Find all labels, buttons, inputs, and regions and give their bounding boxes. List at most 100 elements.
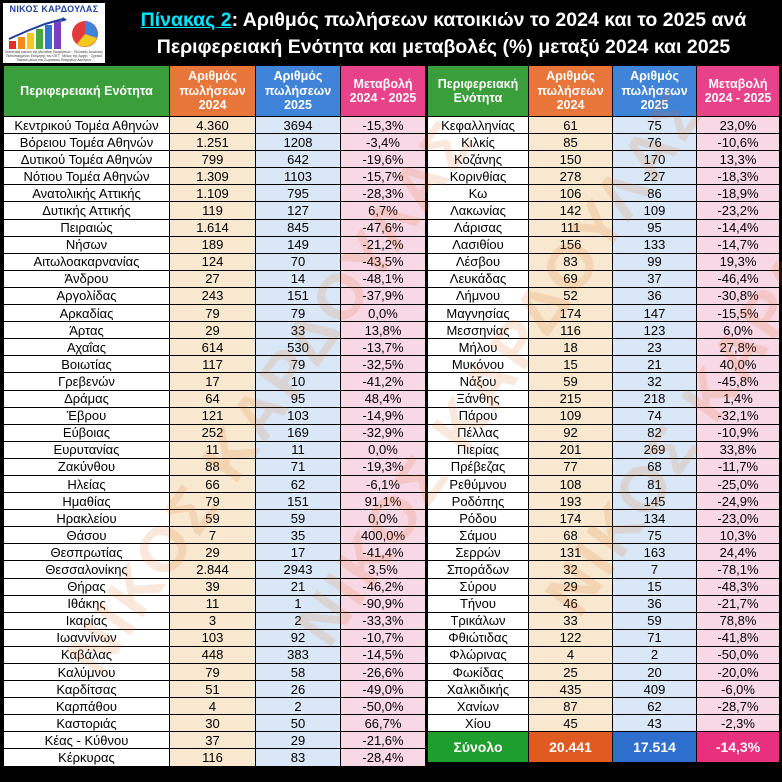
region-name: Λάρισας bbox=[427, 218, 529, 237]
sales-2025: 1103 bbox=[255, 167, 341, 186]
table-row: Δράμας 64 95 48,4% bbox=[3, 389, 426, 408]
change-percent: -6,1% bbox=[340, 474, 426, 494]
left-table-body: Κεντρικού Τομέα Αθηνών 4.360 3694 -15,3% Βόρ… bbox=[3, 115, 426, 767]
change-percent: 0,0% bbox=[340, 304, 426, 323]
region-name: Πάρου bbox=[427, 406, 529, 425]
total-change: -14,3% bbox=[696, 731, 780, 764]
sales-2024: 7 bbox=[169, 526, 256, 545]
sales-2025: 36 bbox=[612, 594, 697, 613]
sales-2025: 62 bbox=[612, 697, 697, 716]
sales-2024: 142 bbox=[528, 201, 613, 220]
table-row: Άρτας 29 33 13,8% bbox=[3, 321, 426, 340]
sales-2025: 79 bbox=[255, 304, 341, 323]
sales-2024: 124 bbox=[169, 252, 256, 271]
region-name: Σάμου bbox=[427, 526, 529, 545]
change-percent: -19,6% bbox=[340, 150, 426, 169]
table-row: Ρόδου 174 134 -23,0% bbox=[427, 509, 780, 528]
sales-2025: 151 bbox=[255, 492, 341, 511]
sales-2025: 2 bbox=[612, 645, 697, 665]
table-row: Μαγνησίας 174 147 -15,5% bbox=[427, 304, 780, 323]
sales-2025: 11 bbox=[255, 440, 341, 459]
region-name: Ανατολικής Αττικής bbox=[3, 184, 170, 203]
sales-2025: 7 bbox=[612, 560, 697, 579]
sales-2024: 25 bbox=[528, 662, 613, 682]
region-name: Λακωνίας bbox=[427, 201, 529, 220]
change-percent: -14,7% bbox=[696, 235, 780, 254]
change-percent: -28,3% bbox=[340, 184, 426, 203]
sales-2025: 10 bbox=[255, 372, 341, 391]
logo-name: ΝΙΚΟΣ ΚΑΡΔΟΥΛΑΣ bbox=[9, 4, 99, 14]
table-row: Λευκάδας 69 37 -46,4% bbox=[427, 269, 780, 288]
change-percent: -18,9% bbox=[696, 184, 780, 203]
region-name: Νότιου Τομέα Αθηνών bbox=[3, 167, 170, 186]
table-row: Σάμου 68 75 10,3% bbox=[427, 526, 780, 545]
region-name: Πρέβεζας bbox=[427, 457, 529, 476]
sales-2024: 109 bbox=[528, 406, 613, 425]
table-row: Αιτωλοακαρνανίας 124 70 -43,5% bbox=[3, 252, 426, 271]
region-name: Μαγνησίας bbox=[427, 304, 529, 323]
left-sales-table: Περιφερειακή Ενότητα Αριθμός πωλήσεων 20… bbox=[3, 65, 426, 767]
table-row: Φθιώτιδας 122 71 -41,8% bbox=[427, 628, 780, 647]
change-percent: 10,3% bbox=[696, 526, 780, 545]
sales-2025: 127 bbox=[255, 201, 341, 220]
table-row: Γρεβενών 17 10 -41,2% bbox=[3, 372, 426, 391]
table-row: Λέσβου 83 99 19,3% bbox=[427, 252, 780, 271]
sales-2024: 193 bbox=[528, 492, 613, 511]
sales-2024: 1.309 bbox=[169, 167, 256, 186]
sales-2024: 85 bbox=[528, 133, 613, 152]
region-name: Εύβοιας bbox=[3, 423, 170, 442]
change-percent: -15,3% bbox=[340, 115, 426, 135]
table-row: Κέρκυρας 116 83 -28,4% bbox=[3, 748, 426, 767]
sales-2025: 92 bbox=[255, 628, 341, 647]
change-percent: -78,1% bbox=[696, 560, 780, 579]
sales-2025: 170 bbox=[612, 150, 697, 169]
change-percent: -49,0% bbox=[340, 680, 426, 699]
region-name: Κέας - Κύθνου bbox=[3, 731, 170, 750]
sales-2024: 18 bbox=[528, 338, 613, 357]
sales-2024: 215 bbox=[528, 389, 613, 408]
table-row: Νήσων 189 149 -21,2% bbox=[3, 235, 426, 254]
region-name: Κιλκίς bbox=[427, 133, 529, 152]
page-title-line2: Περιφερειακή Ενότητα και μεταβολές (%) μ… bbox=[156, 36, 731, 58]
region-name: Νάξου bbox=[427, 372, 529, 391]
sales-2024: 17 bbox=[169, 372, 256, 391]
sales-2024: 37 bbox=[169, 731, 256, 750]
change-percent: -2,3% bbox=[696, 714, 780, 733]
change-percent: -20,0% bbox=[696, 662, 780, 682]
region-name: Ξάνθης bbox=[427, 389, 529, 408]
region-name: Δυτικής Αττικής bbox=[3, 201, 170, 220]
change-percent: -21,2% bbox=[340, 235, 426, 254]
logo-subtitle-1: Στατιστική έρευνα της Μονάδας Εκτιμήσεων… bbox=[5, 50, 103, 54]
sales-2025: 123 bbox=[612, 321, 697, 340]
sales-2025: 26 bbox=[255, 680, 341, 699]
sales-2025: 151 bbox=[255, 286, 341, 306]
sales-2024: 2.844 bbox=[169, 560, 256, 579]
change-percent: 27,8% bbox=[696, 338, 780, 357]
region-name: Καστοριάς bbox=[3, 714, 170, 733]
region-name: Αργολίδας bbox=[3, 286, 170, 306]
table-row: Χανίων 87 62 -28,7% bbox=[427, 697, 780, 716]
sales-2024: 111 bbox=[528, 218, 613, 237]
table-row: Καλύμνου 79 58 -26,6% bbox=[3, 662, 426, 682]
change-percent: -48,3% bbox=[696, 577, 780, 596]
sales-2025: 50 bbox=[255, 714, 341, 733]
table-row: Λακωνίας 142 109 -23,2% bbox=[427, 201, 780, 220]
change-percent: -14,4% bbox=[696, 218, 780, 237]
sales-2025: 95 bbox=[612, 218, 697, 237]
sales-2024: 52 bbox=[528, 286, 613, 306]
change-percent: 66,7% bbox=[340, 714, 426, 733]
region-name: Καλύμνου bbox=[3, 662, 170, 682]
region-name: Κω bbox=[427, 184, 529, 203]
region-name: Αρκαδίας bbox=[3, 304, 170, 323]
region-name: Πειραιώς bbox=[3, 218, 170, 237]
region-name: Κοζάνης bbox=[427, 150, 529, 169]
change-percent: -21,6% bbox=[340, 731, 426, 750]
table-row: Άνδρου 27 14 -48,1% bbox=[3, 269, 426, 288]
region-name: Ροδόπης bbox=[427, 492, 529, 511]
sales-2024: 1.109 bbox=[169, 184, 256, 203]
sales-2025: 149 bbox=[255, 235, 341, 254]
sales-2024: 59 bbox=[528, 372, 613, 391]
table-row: Ρεθύμνου 108 81 -25,0% bbox=[427, 474, 780, 494]
table-row: Νάξου 59 32 -45,8% bbox=[427, 372, 780, 391]
change-percent: -41,4% bbox=[340, 543, 426, 562]
